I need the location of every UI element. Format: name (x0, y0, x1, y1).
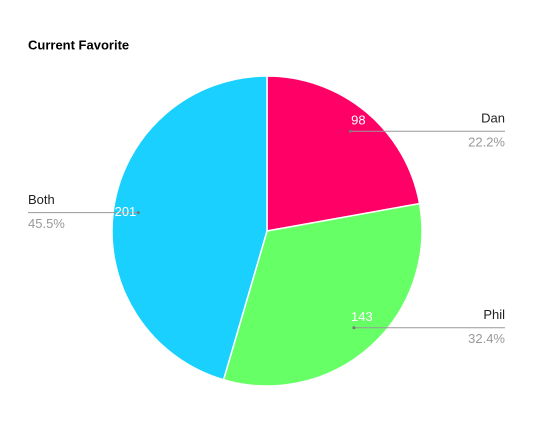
pie-slice (111, 75, 268, 381)
percent-label: 45.5% (28, 216, 65, 231)
percent-label: 32.4% (468, 331, 505, 346)
value-label: 98 (351, 113, 365, 128)
pie-slice (266, 75, 421, 232)
leader-dot (348, 129, 352, 133)
value-label: 201 (115, 204, 137, 219)
leader-dot (352, 326, 356, 330)
category-label: Phil (483, 307, 505, 322)
percent-label: 22.2% (468, 135, 505, 150)
category-label: Both (28, 192, 55, 207)
category-label: Dan (481, 111, 505, 126)
pie-slice (222, 202, 423, 387)
leader-dot (136, 211, 140, 215)
value-label: 143 (351, 309, 373, 324)
chart-title: Current Favorite (28, 37, 129, 52)
